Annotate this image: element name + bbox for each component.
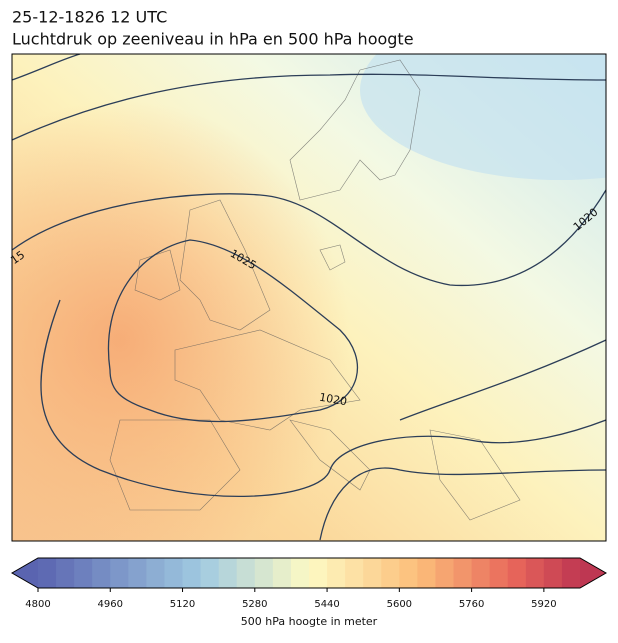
colorbar-bin <box>399 558 418 588</box>
colorbar-bin <box>128 558 147 588</box>
colorbar-tick-label: 4960 <box>98 599 123 610</box>
colorbar-bin <box>56 558 75 588</box>
title-line2: Luchtdruk op zeeniveau in hPa en 500 hPa… <box>12 30 414 49</box>
colorbar-bin <box>471 558 491 588</box>
isobar <box>12 54 81 81</box>
colorbar-bin <box>200 558 220 588</box>
colorbar-bin <box>543 558 563 588</box>
colorbar-bin <box>38 558 57 588</box>
colorbar-tick-label: 5600 <box>387 599 412 610</box>
map-frame <box>11 53 607 542</box>
colorbar-bin <box>435 558 455 588</box>
height-field <box>360 54 606 180</box>
colorbar-extend-high <box>580 558 606 588</box>
colorbar-bin <box>309 558 328 588</box>
height-field <box>12 100 350 541</box>
colorbar-tick-label: 5760 <box>459 599 484 610</box>
colorbar-bin <box>561 558 581 588</box>
contour-label: 1020 <box>318 391 348 409</box>
colorbar-tick-label: 5440 <box>314 599 339 610</box>
isobar <box>40 299 606 498</box>
colorbar-bin <box>381 558 400 588</box>
colorbar-bin <box>417 558 436 588</box>
colorbar-tick-label: 5280 <box>242 599 267 610</box>
colorbar-bin <box>525 558 545 588</box>
colorbar-bin <box>345 558 364 588</box>
colorbar-bin <box>254 558 274 588</box>
colorbar-frame <box>10 557 608 589</box>
colorbar-bin <box>290 558 310 588</box>
colorbar-bin <box>74 558 93 588</box>
colorbar-tick-label: 5120 <box>170 599 195 610</box>
isobar <box>12 189 606 287</box>
map <box>12 54 606 541</box>
colorbar-bin <box>182 558 202 588</box>
coastline <box>109 59 521 521</box>
colorbar-bin <box>218 558 238 588</box>
colorbar-bin <box>327 558 346 588</box>
colorbar-bin <box>507 558 527 588</box>
isobar <box>107 239 359 423</box>
colorbar-bin <box>92 558 111 588</box>
isobar <box>399 339 606 421</box>
title-line1: 25-12-1826 12 UTC <box>12 8 167 27</box>
isobar <box>12 73 606 141</box>
isobar <box>319 467 606 541</box>
colorbar: 4800 4960 5120 5280 5440 5600 5760 5920 <box>10 557 608 610</box>
colorbar-extend-low <box>12 558 38 588</box>
colorbar-bin <box>489 558 509 588</box>
colorbar-bin <box>164 558 184 588</box>
colorbar-bin <box>110 558 129 588</box>
colorbar-tick-label: 5920 <box>531 599 556 610</box>
colorbar-bin <box>272 558 292 588</box>
colorbar-bin <box>236 558 256 588</box>
colorbar-bin <box>146 558 165 588</box>
colorbar-bin <box>453 558 473 588</box>
colorbar-bin <box>363 558 382 588</box>
colorbar-tick-label: 4800 <box>25 599 50 610</box>
contour-labels: 15 1025 1020 1020 <box>8 206 600 409</box>
colorbar-label: 500 hPa hoogte in meter <box>241 615 378 628</box>
